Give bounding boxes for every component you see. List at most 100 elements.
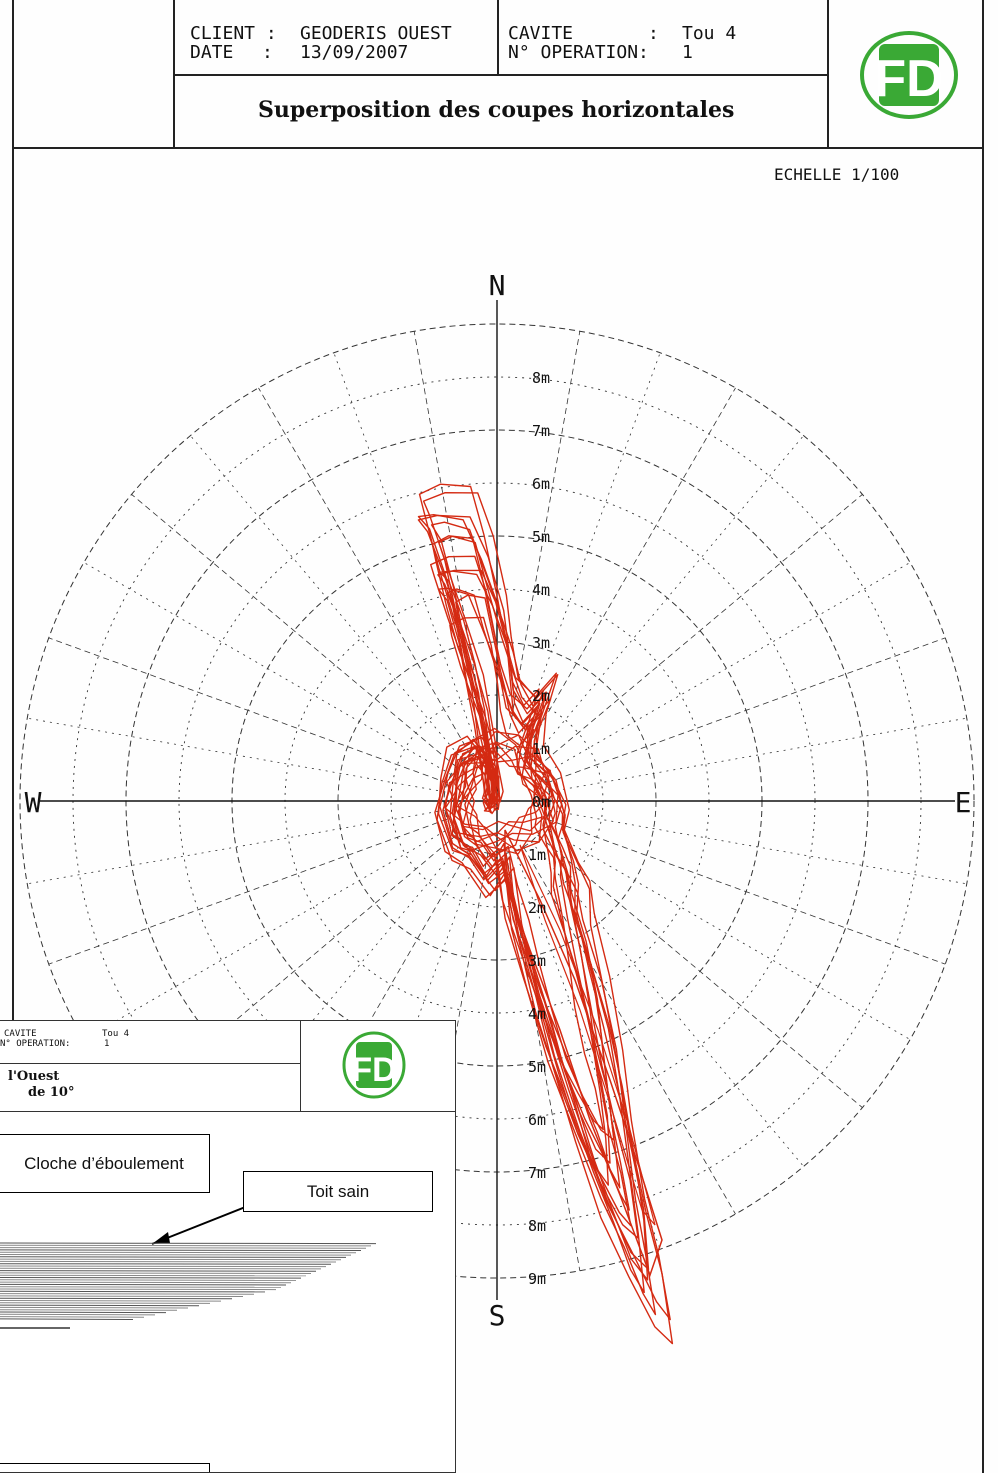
ring-label-south: 5m (528, 1058, 546, 1076)
strata-line (0, 1270, 317, 1272)
page-frame (12, 0, 984, 1473)
strata-line (0, 1316, 145, 1318)
strata-line (0, 1290, 266, 1293)
strata-line (0, 1267, 322, 1270)
cavite-value: Tou 4 (682, 23, 737, 44)
header-divider-horizontal (173, 74, 829, 76)
date-value: 13/09/2007 (300, 42, 409, 63)
strata-line (0, 1272, 312, 1274)
ring-label-south: 6m (528, 1111, 546, 1129)
center-contour (444, 734, 543, 852)
client-label: CLIENT : (190, 23, 277, 44)
strata-line (0, 1309, 178, 1311)
strata-line (0, 1313, 156, 1316)
strata-line (0, 1247, 367, 1249)
radial-line-190 (27, 717, 445, 793)
strata-line (0, 1288, 277, 1291)
inset-header-line-2 (0, 1111, 455, 1112)
ring-label-north: 4m (532, 581, 550, 599)
strata-line (0, 1254, 352, 1256)
strata-line (0, 1244, 372, 1247)
strata-line (0, 1256, 347, 1258)
inset-header-vline (300, 1021, 301, 1111)
strata-line (0, 1300, 222, 1302)
inset-logo-text: FD (351, 1051, 396, 1089)
radial-line-130 (190, 841, 464, 1167)
ring-label-center: 0m (532, 793, 550, 811)
compass-west: W (25, 786, 42, 819)
radial-line-230 (190, 435, 464, 761)
radial-line-50 (530, 841, 804, 1167)
strata-line (0, 1283, 287, 1286)
strata-line (0, 1295, 244, 1297)
cavite-separator: : (648, 23, 659, 44)
center-contour (444, 731, 555, 843)
radial-line-330 (542, 562, 911, 775)
strata-line (0, 1274, 307, 1277)
inset-logo: FD (342, 1031, 406, 1099)
center-contour (445, 745, 546, 855)
radial-line-10 (549, 809, 967, 885)
callout-bottom (0, 1463, 210, 1472)
strata-line (0, 1277, 302, 1279)
inset-strata-section (0, 1182, 377, 1329)
strata-line (0, 1242, 377, 1245)
radial-line-30 (542, 827, 911, 1040)
section-contour (431, 535, 639, 1239)
ring-label-south: 9m (528, 1270, 546, 1288)
inset-pointer-arrowhead (152, 1232, 170, 1244)
strata-line (0, 1286, 282, 1288)
strata-line (0, 1293, 255, 1295)
inset-cavite-value: Tou 4 (102, 1029, 130, 1039)
radial-line-160 (48, 818, 448, 965)
radial-line-340 (546, 637, 946, 784)
radial-line-210 (83, 562, 452, 775)
company-logo-text: FD (874, 50, 943, 108)
ring-label-north: 7m (532, 422, 550, 440)
section-contour (417, 514, 645, 1294)
section-contour (418, 483, 674, 1345)
inset-elevation-view: CAVITE Tou 4 N° OPERATION: 1 l'Ouest de … (0, 1020, 456, 1473)
strata-line (0, 1260, 337, 1263)
callout-toit-sain: Toit sain (243, 1171, 433, 1212)
client-value: GEODERIS OUEST (300, 23, 452, 44)
radial-line-20 (546, 818, 946, 965)
company-logo: FD (860, 31, 958, 119)
inset-title-line2: de 10° (28, 1085, 75, 1100)
strata-line (0, 1249, 362, 1251)
operation-value: 1 (682, 42, 693, 63)
strata-line (0, 1304, 200, 1307)
ring-label-north: 3m (532, 634, 550, 652)
center-contour (457, 741, 546, 832)
center-contour (451, 727, 559, 851)
ring-label-south: 3m (528, 952, 546, 970)
ring-label-south: 7m (528, 1164, 546, 1182)
compass-south: S (489, 1299, 506, 1332)
ring-label-south: 1m (528, 846, 546, 864)
section-contour (422, 492, 671, 1321)
radial-line-350 (549, 717, 967, 793)
ring-label-north: 5m (532, 528, 550, 546)
strata-line (0, 1306, 189, 1309)
inset-operation-value: 1 (104, 1039, 110, 1049)
ring-label-south: 8m (528, 1217, 546, 1235)
tail-contour (504, 829, 663, 1278)
page-title: Superposition des coupes horizontales (258, 97, 735, 123)
radial-line-70 (514, 850, 661, 1250)
inset-header-line-1 (0, 1063, 300, 1064)
strata-line (0, 1297, 233, 1300)
compass-east: E (955, 786, 972, 819)
radial-line-240 (258, 387, 471, 756)
inset-title-line1: l'Ouest (8, 1069, 60, 1084)
ring-label-north: 1m (532, 740, 550, 758)
radial-line-300 (523, 387, 736, 756)
radial-line-250 (333, 352, 480, 752)
ring-label-south: 4m (528, 1005, 546, 1023)
cavite-label: CAVITE (508, 23, 574, 44)
ring-label-south: 2m (528, 899, 546, 917)
inset-cavite-label: CAVITE (4, 1029, 37, 1039)
ring-label-north: 6m (532, 475, 550, 493)
strata-line (0, 1263, 332, 1265)
section-contour (438, 535, 650, 1271)
